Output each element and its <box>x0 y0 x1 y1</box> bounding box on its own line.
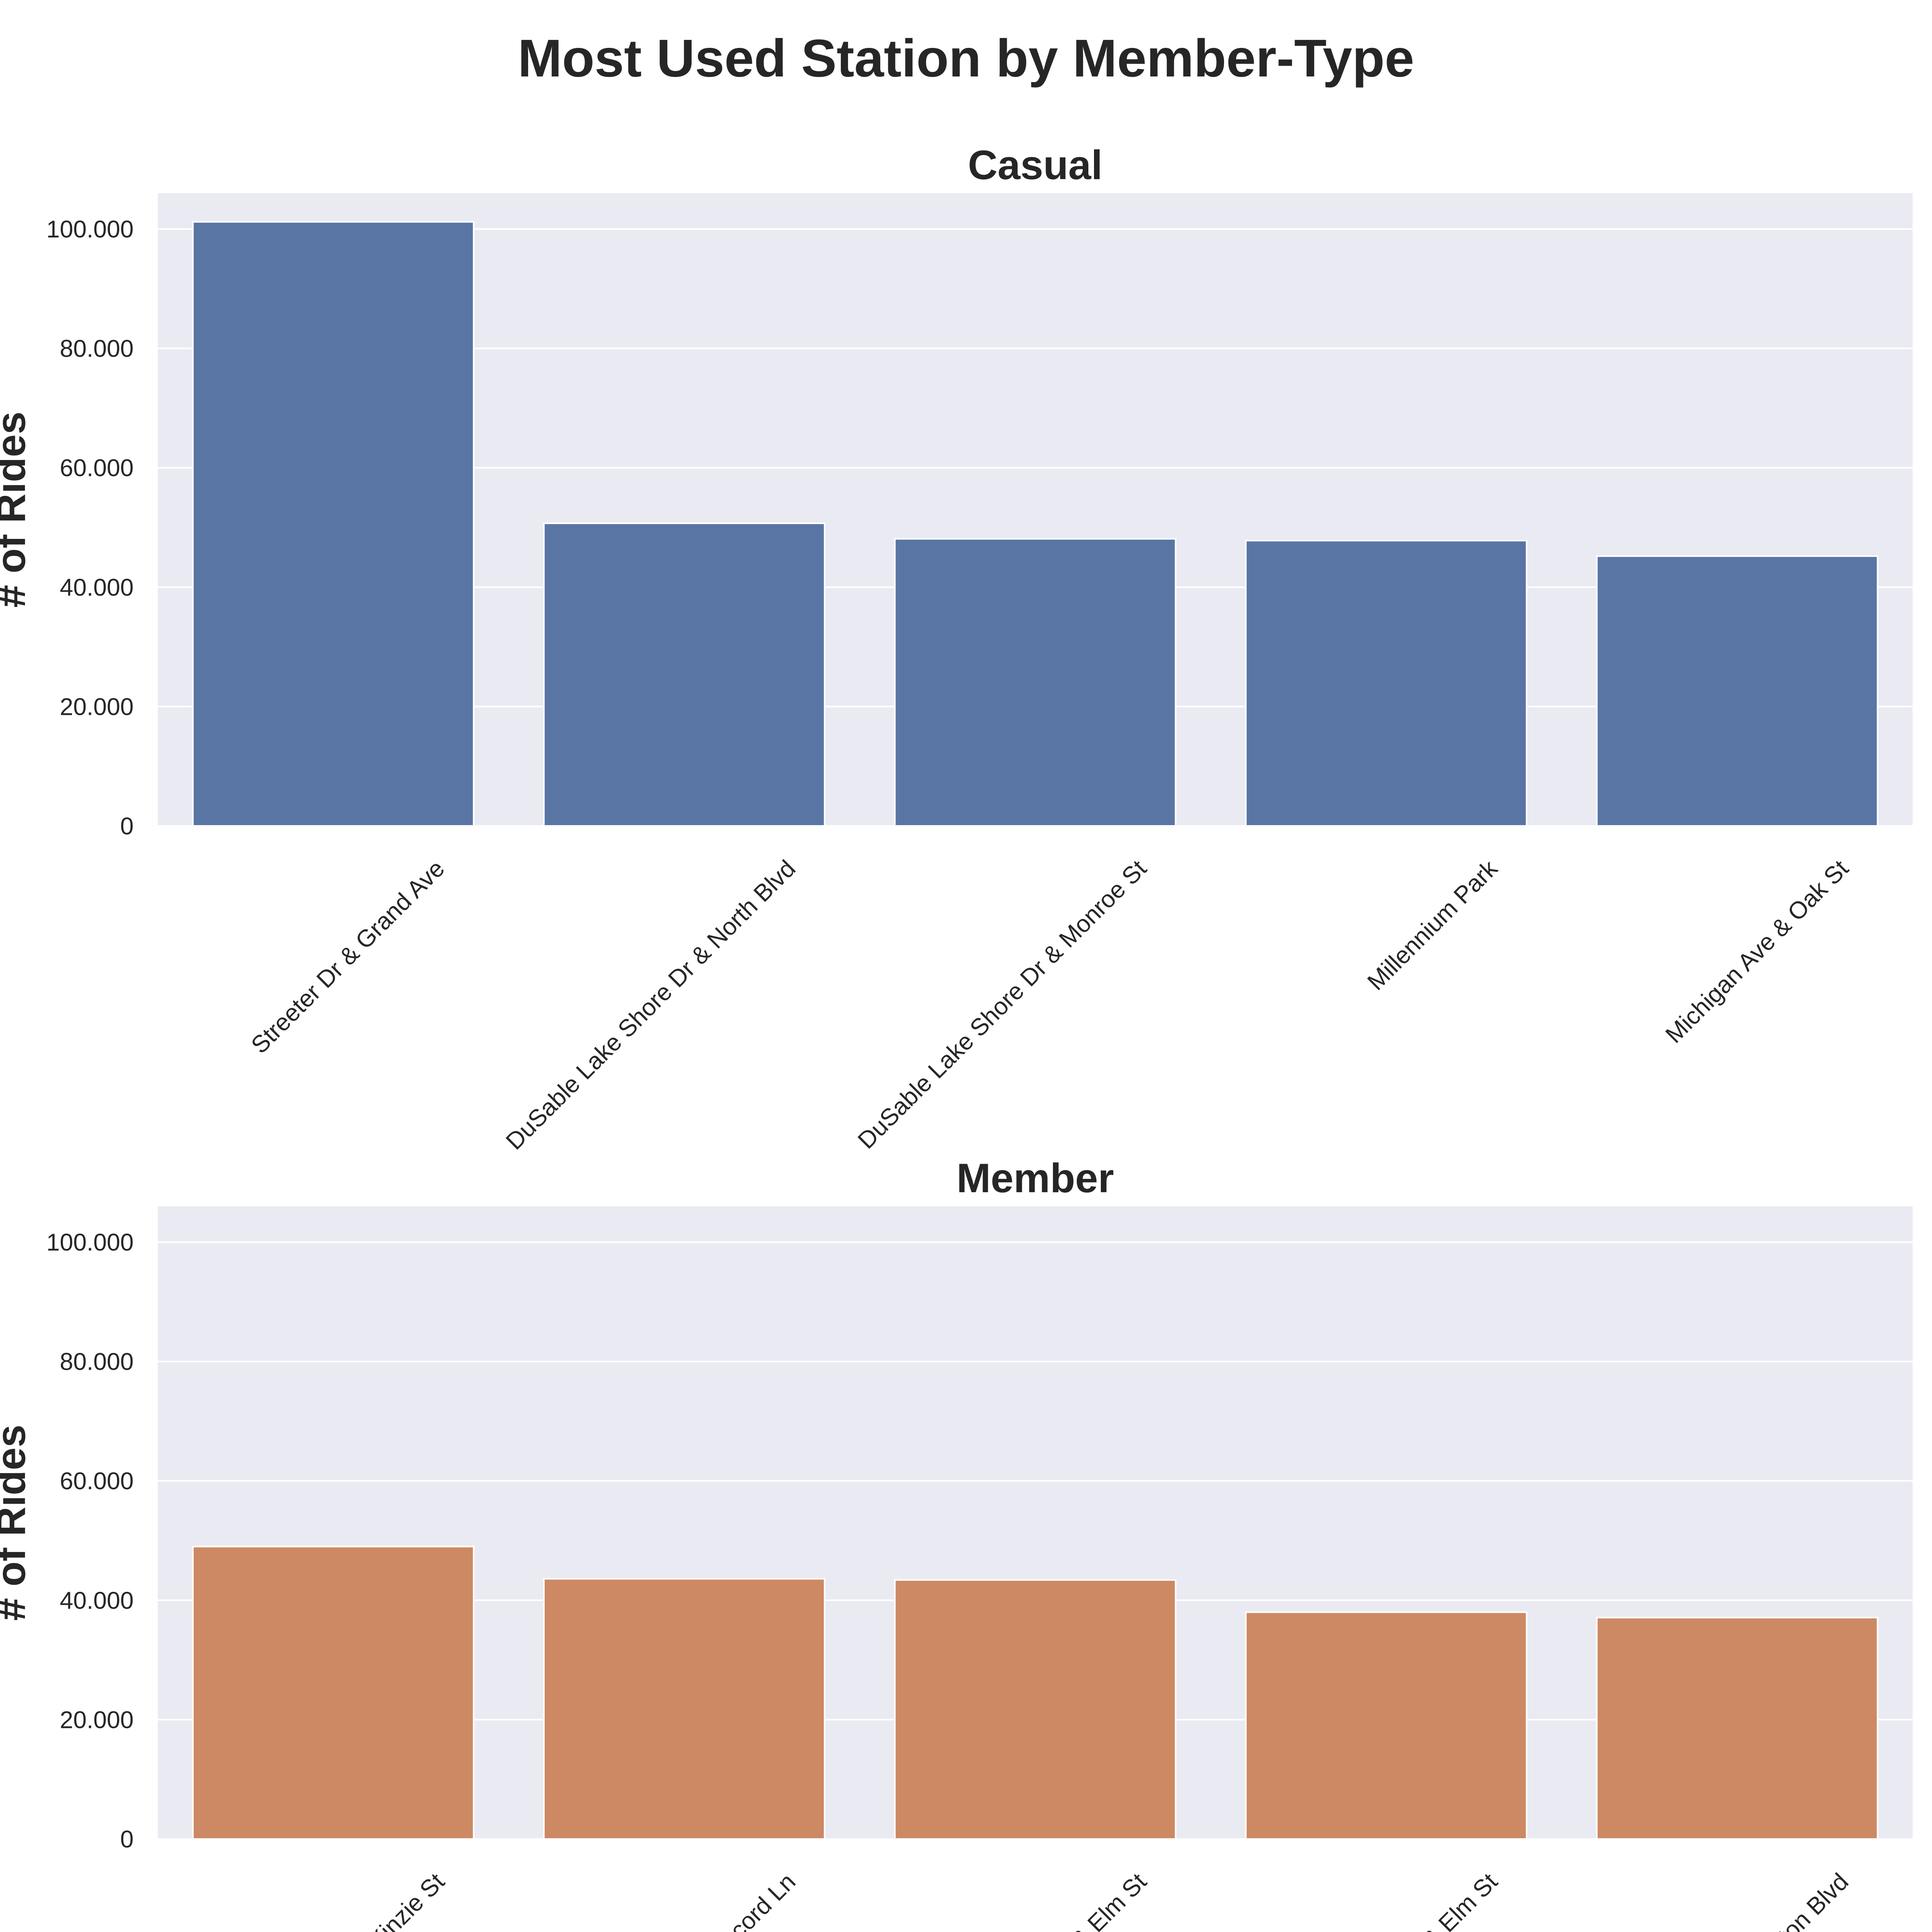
x-tick-label-member-2: & Elm St <box>1066 1868 1152 1932</box>
y-tick-label-casual-3: 60.000 <box>60 454 134 481</box>
bar-casual-3 <box>1245 540 1527 827</box>
bar-casual-0 <box>192 221 475 827</box>
y-tick-label-casual-5: 100.000 <box>46 216 134 243</box>
y-tick-label-member-2: 40.000 <box>60 1587 134 1614</box>
y-tick-label-member-0: 0 <box>120 1826 134 1853</box>
x-tick-label-casual-4: Michigan Ave & Oak St <box>1660 855 1854 1049</box>
bar-member-0 <box>192 1546 475 1840</box>
x-tick-label-member-4: ton Blvd <box>1773 1868 1854 1932</box>
panel-casual: 0 20.000 40.000 60.000 80.000 100.000 Streeter… <box>0 142 1913 1155</box>
bar-member-4 <box>1596 1616 1878 1840</box>
panel-title-casual: Casual <box>968 142 1103 188</box>
x-tick-label-casual-0: Streeter Dr & Grand Ave <box>246 855 450 1059</box>
x-tick-label-member-3: & Elm St <box>1417 1868 1503 1932</box>
y-tick-label-member-3: 60.000 <box>60 1468 134 1494</box>
y-tick-label-casual-0: 0 <box>120 813 134 840</box>
y-tick-label-member-4: 80.000 <box>60 1348 134 1375</box>
y-tick-label-casual-2: 40.000 <box>60 574 134 601</box>
bar-casual-4 <box>1596 555 1878 827</box>
x-tick-label-casual-1: DuSable Lake Shore Dr & North Blvd <box>501 855 801 1155</box>
y-tick-label-member-1: 20.000 <box>60 1706 134 1733</box>
y-tick-label-casual-1: 20.000 <box>60 693 134 720</box>
y-axis-label-member: # of Rides <box>0 1424 34 1620</box>
panel-title-member: Member <box>956 1155 1114 1201</box>
bar-member-3 <box>1245 1611 1527 1840</box>
bar-member-2 <box>894 1579 1177 1840</box>
figure-title: Most Used Station by Member-Type <box>518 29 1414 88</box>
chart-panels: 0 20.000 40.000 60.000 80.000 100.000 Streeter… <box>0 142 1913 1932</box>
y-tick-label-casual-4: 80.000 <box>60 335 134 362</box>
x-tick-label-member-1: cord Ln <box>724 1868 801 1932</box>
bar-casual-2 <box>894 538 1177 827</box>
x-tick-label-casual-3: Millennium Park <box>1362 855 1503 995</box>
y-tick-label-member-5: 100.000 <box>46 1229 134 1256</box>
bar-casual-1 <box>543 522 826 827</box>
bar-member-1 <box>543 1578 826 1840</box>
panel-member: 0 20.000 40.000 60.000 80.000 100.000 Kinzie S… <box>0 1155 1913 1932</box>
y-axis-label-casual: # of Rides <box>0 411 34 607</box>
x-tick-label-casual-2: DuSable Lake Shore Dr & Monroe St <box>852 855 1152 1154</box>
x-tick-label-member-0: Kinzie St <box>363 1868 450 1932</box>
